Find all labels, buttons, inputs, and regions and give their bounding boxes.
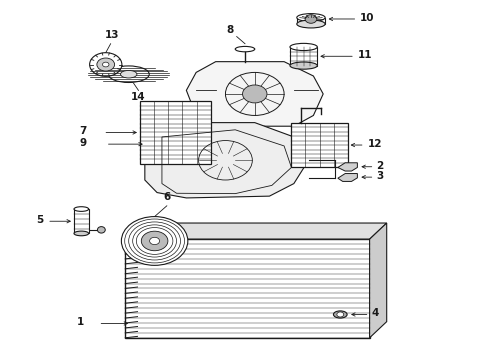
Circle shape: [122, 217, 188, 265]
Text: 5: 5: [36, 215, 44, 225]
Ellipse shape: [290, 62, 318, 69]
Circle shape: [141, 231, 168, 251]
Text: 2: 2: [376, 161, 383, 171]
Ellipse shape: [297, 14, 325, 22]
Bar: [290, 47, 318, 66]
Text: 10: 10: [360, 13, 374, 23]
Circle shape: [337, 312, 343, 317]
Ellipse shape: [333, 311, 347, 318]
Ellipse shape: [74, 207, 89, 211]
Polygon shape: [125, 223, 387, 239]
Text: 11: 11: [357, 50, 372, 60]
Circle shape: [102, 62, 109, 67]
Circle shape: [97, 58, 115, 71]
Ellipse shape: [297, 20, 325, 28]
Circle shape: [90, 53, 122, 76]
Text: 1: 1: [76, 318, 84, 327]
Ellipse shape: [98, 226, 105, 233]
Ellipse shape: [121, 71, 137, 78]
Circle shape: [243, 85, 267, 103]
Polygon shape: [338, 163, 357, 171]
Bar: [297, 18, 325, 24]
Polygon shape: [186, 62, 323, 126]
Bar: [140, 101, 211, 164]
Text: 6: 6: [163, 192, 171, 202]
Bar: [292, 123, 347, 167]
Text: 9: 9: [79, 138, 86, 148]
Circle shape: [305, 15, 317, 23]
Text: 3: 3: [376, 171, 383, 181]
Ellipse shape: [74, 231, 89, 236]
Text: 7: 7: [79, 126, 86, 136]
Polygon shape: [338, 174, 357, 181]
Circle shape: [149, 237, 160, 245]
Ellipse shape: [290, 43, 318, 50]
Bar: [125, 239, 369, 338]
Ellipse shape: [235, 46, 255, 52]
Text: 13: 13: [104, 30, 119, 40]
Polygon shape: [369, 223, 387, 338]
Polygon shape: [145, 123, 309, 198]
Ellipse shape: [108, 66, 149, 82]
Bar: [74, 209, 89, 233]
Text: 4: 4: [371, 309, 378, 318]
Text: 8: 8: [227, 25, 234, 35]
Text: 12: 12: [368, 139, 383, 149]
Text: 14: 14: [131, 92, 146, 102]
